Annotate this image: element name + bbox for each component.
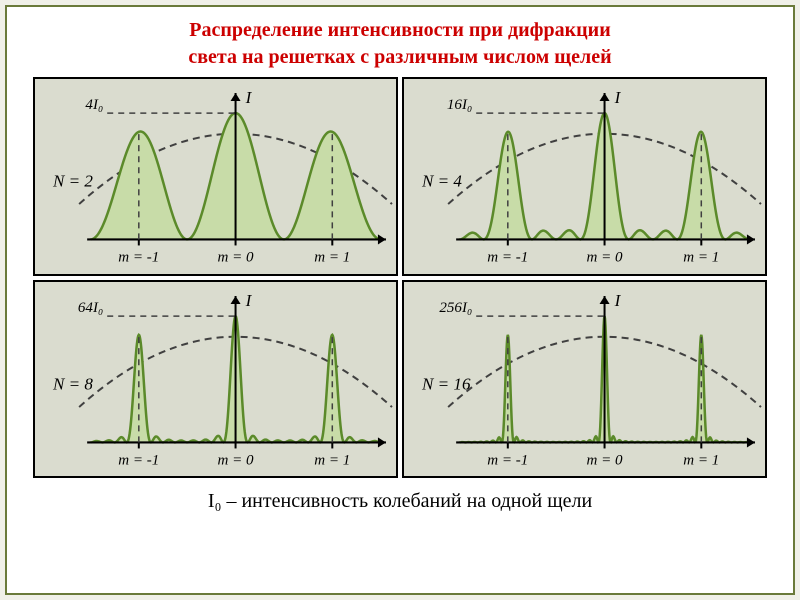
slide-title: Распределение интенсивности при дифракци… [7, 7, 793, 77]
svg-text:m = -1: m = -1 [118, 452, 159, 468]
panel-n16: I 256I₀ N = 16 m = -1 m = 0 m = 1 [402, 280, 767, 479]
svg-text:m = 1: m = 1 [683, 249, 719, 265]
svg-text:m = 0: m = 0 [587, 452, 624, 468]
svg-text:m = 0: m = 0 [218, 452, 255, 468]
panel-n4: I 16I₀ N = 4 m = -1 m = 0 m = 1 [402, 77, 767, 276]
caption-text: I₀ – интенсивность колебаний на одной ще… [7, 478, 793, 513]
svg-text:N = 2: N = 2 [52, 171, 93, 190]
svg-text:m = 1: m = 1 [683, 452, 719, 468]
svg-text:m = 0: m = 0 [218, 249, 255, 265]
svg-text:m = -1: m = -1 [118, 249, 159, 265]
svg-text:m = -1: m = -1 [487, 452, 528, 468]
svg-text:64I₀: 64I₀ [78, 300, 103, 316]
svg-text:m = 1: m = 1 [314, 452, 350, 468]
svg-text:4I₀: 4I₀ [85, 97, 103, 113]
svg-text:I: I [245, 88, 253, 107]
svg-text:256I₀: 256I₀ [439, 300, 472, 316]
svg-text:N = 8: N = 8 [52, 374, 93, 393]
svg-text:16I₀: 16I₀ [447, 97, 472, 113]
svg-text:m = -1: m = -1 [487, 249, 528, 265]
svg-text:I: I [614, 291, 622, 310]
panel-n8: I 64I₀ N = 8 m = -1 m = 0 m = 1 [33, 280, 398, 479]
svg-text:N = 16: N = 16 [421, 374, 471, 393]
title-line-2: света на решетках с различным числом щел… [188, 46, 611, 68]
svg-text:I: I [245, 291, 253, 310]
panel-n2: I 4I₀ N = 2 m = -1 m = 0 m = 1 [33, 77, 398, 276]
svg-text:N = 4: N = 4 [421, 171, 462, 190]
svg-text:m = 0: m = 0 [587, 249, 624, 265]
slide-frame: Распределение интенсивности при дифракци… [5, 5, 795, 595]
panel-grid: I 4I₀ N = 2 m = -1 m = 0 m = 1 I 16I₀ N = 4 m = … [7, 77, 793, 478]
svg-text:I: I [614, 88, 622, 107]
svg-text:m = 1: m = 1 [314, 249, 350, 265]
title-line-1: Распределение интенсивности при дифракци… [189, 19, 610, 41]
